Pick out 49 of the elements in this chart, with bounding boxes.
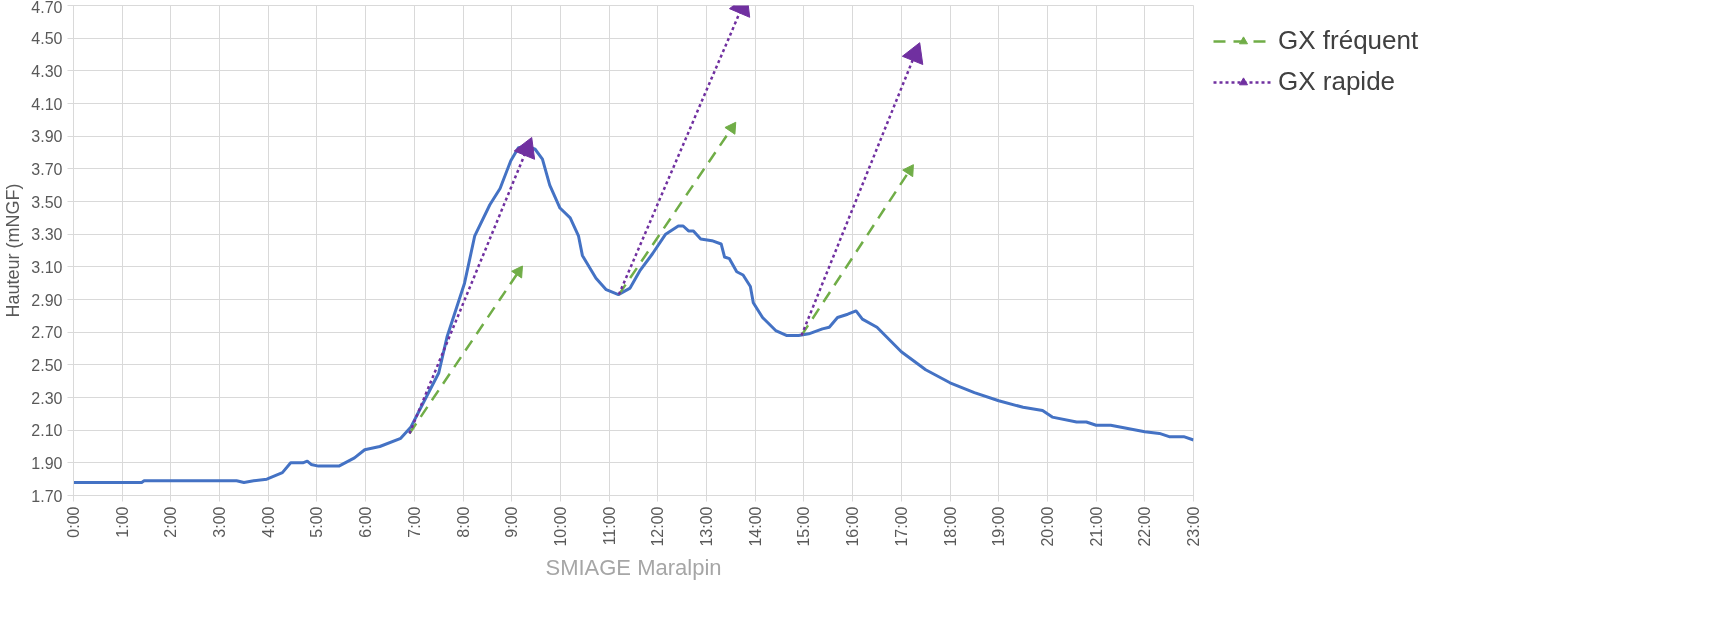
x-tick-label: 11:00 [600, 506, 618, 546]
y-tick-label: 2.10 [31, 422, 63, 440]
x-tick-label: 15:00 [795, 506, 813, 547]
x-axis-title: SMIAGE Maralpin [545, 554, 722, 580]
point [901, 42, 924, 66]
x-tick-label: 5:00 [308, 506, 326, 538]
x-tick-label: 8:00 [454, 506, 472, 538]
y-tick-label: 3.90 [31, 128, 63, 146]
y-tick-label: 3.50 [31, 193, 63, 211]
x-tick-label: 19:00 [990, 506, 1008, 547]
legend-label: GX fréquent [1278, 25, 1419, 56]
x-tick-label: 12:00 [649, 506, 667, 547]
y-tick-label: 3.30 [31, 226, 63, 244]
y-tick-label: 3.70 [31, 160, 63, 178]
x-tick-label: 0:00 [65, 506, 82, 538]
x-tick-label: 18:00 [941, 506, 959, 547]
y-tick-label: 4.10 [31, 95, 63, 113]
x-tick-label: 10:00 [551, 506, 569, 547]
x-tick-label: 13:00 [698, 506, 716, 547]
x-tick-label: 17:00 [892, 506, 910, 547]
x-tick-label: 16:00 [844, 506, 862, 547]
y-tick-label: 3.10 [31, 258, 63, 276]
y-tick-label: 1.70 [31, 487, 63, 505]
y-tick-label: 2.50 [31, 356, 63, 374]
y-axis-title: Hauteur (mNGF) [3, 183, 24, 318]
legend-label: GX rapide [1278, 66, 1396, 97]
x-tick-label: 1:00 [113, 506, 131, 538]
x-tick-label: 7:00 [405, 506, 423, 538]
x-tick-label: 20:00 [1038, 506, 1056, 547]
y-tick-label: 2.90 [31, 291, 63, 309]
x-tick-label: 2:00 [162, 506, 180, 538]
x-tick-label: 23:00 [1185, 506, 1202, 547]
point [724, 121, 737, 135]
point [511, 265, 523, 279]
y-tick-label: 2.30 [31, 389, 63, 407]
y-tick-label: 4.70 [31, 0, 63, 16]
x-tick-label: 14:00 [746, 506, 764, 547]
y-tick-label: 2.70 [31, 324, 63, 342]
point [902, 164, 914, 178]
y-tick-label: 4.50 [31, 30, 63, 48]
x-tick-label: 22:00 [1136, 506, 1154, 547]
y-tick-label: 1.90 [31, 454, 63, 472]
x-tick-label: 9:00 [503, 506, 521, 538]
x-tick-label: 21:00 [1087, 506, 1105, 547]
x-tick-label: 6:00 [357, 506, 375, 538]
y-tick-label: 4.30 [31, 62, 63, 80]
point [513, 136, 536, 160]
x-tick-label: 3:00 [211, 506, 229, 538]
x-tick-label: 4:00 [259, 506, 277, 538]
